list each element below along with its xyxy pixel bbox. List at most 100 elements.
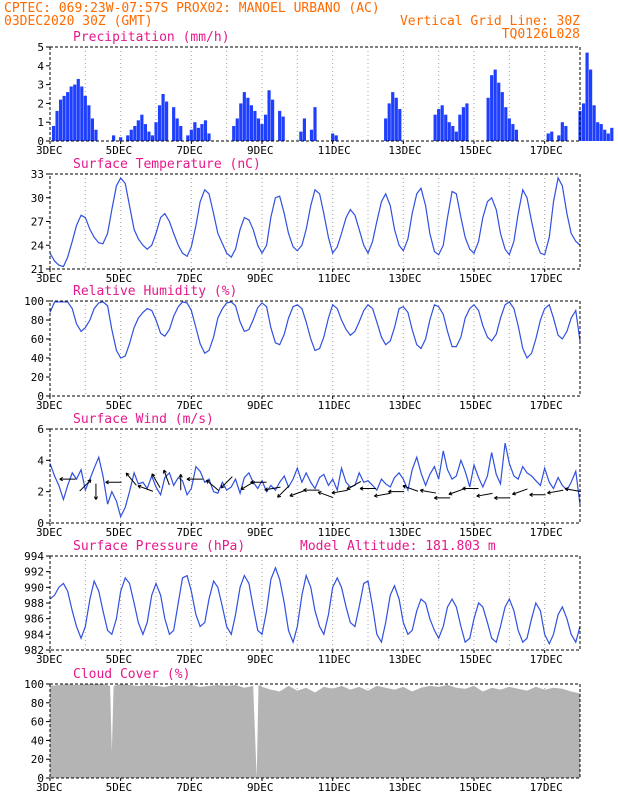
y-tick-label: 30 (31, 192, 44, 205)
precip-bar (599, 124, 603, 141)
precip-bar (557, 135, 561, 141)
precip-bar (490, 75, 494, 141)
x-tick-label: 9DEC (247, 272, 274, 285)
y-tick-label: 40 (31, 352, 44, 365)
precip-bar (246, 97, 250, 141)
wind-arrow (79, 479, 92, 492)
precip-bar (451, 125, 455, 141)
y-tick-label: 20 (31, 371, 44, 384)
precip-bar (550, 131, 554, 141)
precip-bar (465, 103, 469, 141)
precip-bar (161, 94, 165, 141)
precip-bar (133, 125, 137, 141)
y-tick-label: 60 (31, 716, 44, 729)
precip-bar (186, 135, 190, 141)
precip-bar (51, 125, 56, 141)
rh-series-line (49, 301, 581, 360)
panel-surface-wind: Surface Wind (m/s) 0 2 4 6 3DEC 5DEC 7DEC 9DEC 11… (36, 412, 581, 539)
precip-bar (80, 86, 84, 141)
x-tick-label: 17DEC (530, 526, 563, 539)
x-tick-label: 13DEC (388, 272, 421, 285)
y-tick-label: 1 (37, 116, 44, 129)
precip-bar (165, 101, 169, 141)
precip-bar (610, 127, 614, 141)
wind-arrow (186, 477, 203, 482)
wind-arrow (162, 469, 170, 486)
wind-arrow (402, 484, 419, 492)
x-tick-label: 3DEC (36, 272, 63, 285)
precip-bar (157, 105, 162, 141)
precip-bar (207, 133, 211, 141)
x-tick-label: 5DEC (106, 781, 132, 794)
x-tick-label: 15DEC (459, 653, 492, 666)
precip-bar (394, 97, 398, 141)
x-tick-label: 3DEC (36, 144, 63, 157)
precip-bar (331, 133, 335, 141)
precip-bar (76, 78, 80, 141)
x-tick-label: 7DEC (176, 781, 203, 794)
wind-arrow (125, 472, 137, 486)
precip-bar (143, 124, 147, 141)
x-tick-label: 5DEC (106, 399, 132, 412)
header-location: CPTEC: 069:23W-07:57S PROX02: MANOEL URB… (4, 1, 380, 16)
precip-bar (486, 97, 490, 141)
precip-bar (126, 135, 130, 141)
wind-arrow (178, 474, 183, 491)
wind-arrow (331, 489, 348, 495)
y-tick-label: 3 (37, 79, 44, 92)
y-tick-label: 20 (31, 753, 44, 766)
precip-bar (94, 129, 98, 141)
x-tick-label: 3DEC (36, 526, 63, 539)
wind-arrow (59, 477, 76, 482)
x-tick-label: 9DEC (247, 526, 274, 539)
precip-bar (249, 105, 253, 141)
precip-bar (493, 69, 497, 141)
precip-bar (119, 137, 123, 141)
x-tick-label: 7DEC (176, 653, 203, 666)
panel-title: Cloud Cover (%) (73, 667, 190, 682)
wind-arrow (494, 495, 511, 501)
y-tick-label: 0 (37, 390, 44, 403)
y-tick-label: 992 (24, 566, 44, 579)
y-tick-label: 0 (37, 517, 44, 530)
x-tick-label: 9DEC (247, 144, 274, 157)
precip-bar (500, 92, 504, 141)
panel-frame (49, 555, 581, 651)
wind-arrow (264, 486, 281, 492)
precip-bar (90, 118, 94, 141)
y-tick-label: 6 (37, 423, 44, 436)
wind-arrow (564, 487, 581, 492)
x-tick-label: 13DEC (388, 399, 421, 412)
x-tick-label: 5DEC (106, 526, 132, 539)
precip-bar (147, 131, 151, 141)
precip-bar (309, 129, 314, 141)
wind-arrow (346, 480, 362, 490)
y-tick-label: 60 (31, 333, 44, 346)
y-tick-label: 986 (24, 613, 44, 626)
precip-bar (299, 131, 303, 141)
precip-bar (281, 116, 285, 141)
panel-relative-humidity: Relative Humidity (%) 0 20 40 60 80 100 3DEC 5DE… (24, 284, 581, 412)
precip-bar (73, 84, 77, 141)
y-tick-label: 100 (24, 678, 44, 691)
wind-arrow (277, 485, 290, 498)
precip-bar (200, 124, 204, 141)
precip-bar (504, 107, 508, 141)
precip-bar (267, 90, 271, 141)
x-tick-label: 11DEC (318, 399, 351, 412)
precip-bar (239, 103, 243, 141)
y-tick-label: 0 (37, 772, 44, 785)
precip-bar (433, 114, 437, 141)
panel-title: Surface Temperature (nC) (73, 157, 261, 172)
panel-title: Surface Wind (m/s) (73, 412, 214, 427)
y-tick-label: 80 (31, 314, 44, 327)
panel-frame (49, 300, 581, 397)
precip-bar (454, 131, 458, 141)
x-tick-label: 9DEC (247, 781, 274, 794)
precip-bar (263, 114, 268, 141)
wind-arrow (433, 495, 451, 501)
wind-arrow (317, 491, 334, 499)
y-tick-label: 0 (37, 135, 44, 148)
precip-bar (66, 92, 70, 141)
